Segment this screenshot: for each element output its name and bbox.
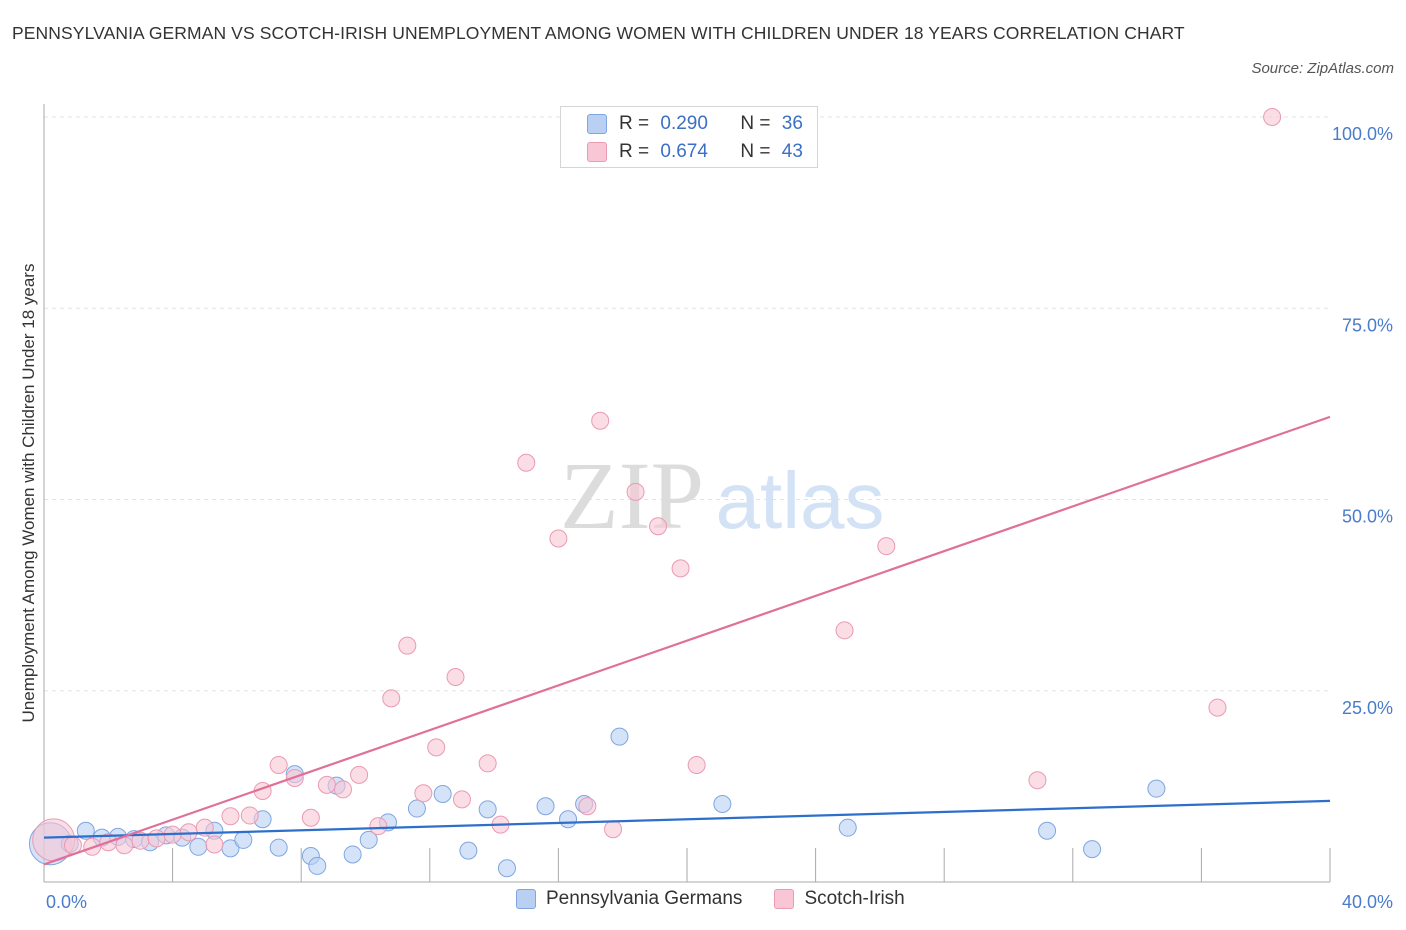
data-point [382,689,401,708]
data-point [407,799,426,818]
trend-line-blue [43,799,1331,839]
tick-labels: 100.0% 75.0% 50.0% 25.0% 0.0% 40.0% [46,124,1393,912]
trend-line-pink [43,415,1331,866]
data-point [604,820,623,839]
data-point [446,667,465,686]
data-point [369,817,388,836]
data-point [452,790,471,809]
n-label: N = [740,141,771,162]
data-point [205,835,224,854]
data-point [549,529,568,548]
data-point [687,755,706,774]
data-point [269,755,288,774]
data-point [478,754,497,773]
blue-swatch-icon [587,114,607,134]
data-point [317,775,336,794]
data-point [591,411,610,430]
data-point [398,636,417,655]
data-point [433,785,452,804]
data-point [517,453,536,472]
y-tick-label: 50.0% [1342,507,1393,527]
data-point [835,621,854,640]
data-point [610,727,629,746]
data-point [497,859,516,878]
data-point [1038,821,1057,840]
legend-label: Scotch-Irish [804,888,905,909]
pink-swatch-icon [587,142,607,162]
stats-legend-row-blue: R = 0.290 N = 36 [587,111,803,137]
trend-lines [43,415,1331,866]
data-point [221,807,240,826]
data-point [626,482,645,501]
data-point [301,808,320,827]
data-point [359,830,378,849]
chart-title: PENNSYLVANIA GERMAN VS SCOTCH-IRISH UNEM… [12,23,1185,43]
data-point [578,797,597,816]
axis-layer [43,104,1331,883]
blue-swatch-icon [516,889,536,909]
data-point [333,780,352,799]
n-label: N = [740,113,771,134]
data-point [427,738,446,757]
watermark: ZIP atlas [560,442,884,549]
data-point [343,845,362,864]
r-value: 0.290 [660,113,708,134]
legend-item-pennsylvania-germans: Pennsylvania Germans [516,888,742,910]
data-point [649,517,668,536]
data-point [1147,779,1166,798]
data-point [350,765,369,784]
data-point [414,784,433,803]
data-point [459,841,478,860]
stats-legend-row-pink: R = 0.674 N = 43 [587,139,803,165]
legend-item-scotch-irish: Scotch-Irish [774,888,905,910]
data-point [76,821,95,840]
r-label: R = [619,141,650,162]
data-point [234,830,253,849]
data-point [1083,840,1102,859]
r-value: 0.674 [660,141,708,162]
pink-swatch-icon [774,889,795,909]
data-point [536,797,555,816]
source-note: Source: ZipAtlas.com [1251,60,1394,77]
data-point [189,837,208,856]
data-point [671,559,690,578]
n-value: 43 [781,141,803,162]
data-point [240,806,259,825]
stats-legend: R = 0.290 N = 36 R = 0.674 N = 43 [560,106,818,168]
y-tick-label: 25.0% [1342,698,1393,718]
data-point [877,537,896,556]
data-point [713,794,732,813]
data-point [478,800,497,819]
data-point [269,838,288,857]
grid-layer [44,116,1330,692]
series-legend: Pennsylvania Germans Scotch-Irish [516,888,937,910]
y-tick-label: 100.0% [1332,124,1393,144]
x-tick-label: 40.0% [1342,892,1393,912]
data-point [838,818,857,837]
series-pennsylvania-germans-points [28,727,1166,878]
n-value: 36 [781,113,803,134]
y-tick-label: 75.0% [1342,315,1393,335]
data-point [147,829,166,848]
data-point [559,810,578,829]
watermark-atlas: atlas [716,456,885,545]
data-point [308,856,327,875]
legend-label: Pennsylvania Germans [546,888,743,909]
data-point [1028,771,1047,790]
r-label: R = [619,113,650,134]
data-point [1208,698,1227,717]
x-tick-label: 0.0% [46,892,87,912]
data-point [1263,108,1282,126]
y-axis-label: Unemployment Among Women with Children U… [19,264,38,723]
